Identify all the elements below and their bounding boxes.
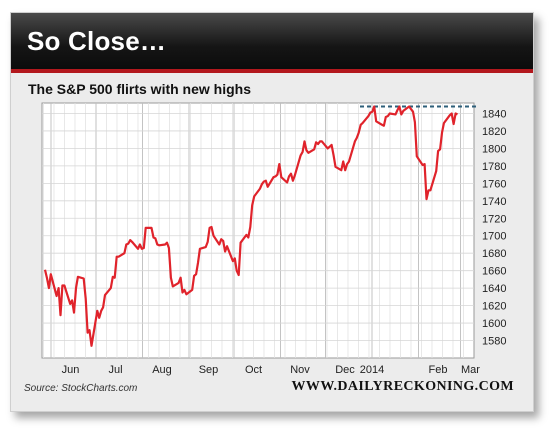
header-title: So Close… — [27, 26, 167, 56]
y-tick-label: 1740 — [482, 196, 506, 208]
y-tick-label: 1660 — [482, 266, 506, 278]
y-tick-label: 1840 — [482, 108, 506, 120]
x-tick-label: Mar — [461, 364, 480, 376]
y-tick-label: 1680 — [482, 248, 506, 260]
x-tick-label: Oct — [245, 364, 262, 376]
y-tick-label: 1720 — [482, 213, 506, 225]
x-tick-label: Aug — [152, 364, 172, 376]
plot-area — [41, 102, 475, 359]
chart-header: So Close… — [11, 13, 533, 73]
x-tick-label: Jul — [108, 364, 122, 376]
brand-url: WWW.DAILYRECKONING.COM — [291, 379, 514, 394]
y-tick-label: 1780 — [482, 161, 506, 173]
y-tick-label: 1700 — [482, 231, 506, 243]
x-tick-label: 2014 — [360, 364, 384, 376]
x-tick-label: Nov — [290, 364, 310, 376]
x-tick-label: Dec — [335, 364, 355, 376]
y-tick-label: 1820 — [482, 126, 506, 138]
y-tick-label: 1760 — [482, 178, 506, 190]
series-line-sp500 — [43, 105, 458, 347]
y-tick-label: 1580 — [482, 336, 506, 348]
x-tick-label: Sep — [199, 364, 219, 376]
x-tick-label: Feb — [429, 364, 448, 376]
source-note: Source: StockCharts.com — [24, 383, 138, 394]
y-tick-label: 1640 — [482, 283, 506, 295]
y-tick-label: 1620 — [482, 301, 506, 313]
y-tick-label: 1800 — [482, 143, 506, 155]
x-tick-label: Jun — [62, 364, 80, 376]
y-tick-label: 1600 — [482, 318, 506, 330]
chart-title: The S&P 500 flirts with new highs — [28, 81, 252, 97]
